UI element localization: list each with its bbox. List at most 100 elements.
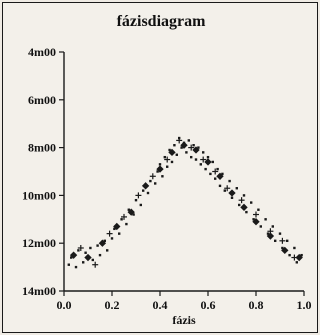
data-point	[113, 227, 116, 231]
data-point	[278, 232, 282, 235]
data-point	[252, 218, 255, 221]
data-point	[211, 160, 214, 164]
data-point	[197, 146, 200, 149]
data-point	[176, 137, 183, 144]
data-point	[286, 239, 289, 243]
data-point	[180, 141, 188, 149]
data-point	[274, 239, 277, 243]
x-tick-label: 1.0	[297, 298, 312, 312]
data-point	[121, 213, 127, 220]
data-point	[106, 249, 109, 252]
data-point	[228, 179, 231, 183]
data-point	[103, 239, 106, 243]
data-point	[142, 189, 145, 192]
data-point	[120, 218, 123, 221]
data-point	[166, 165, 169, 168]
data-point	[199, 163, 202, 166]
data-point	[295, 261, 298, 264]
data-point	[89, 246, 92, 250]
data-point	[295, 253, 303, 262]
data-point	[216, 167, 219, 171]
data-point	[240, 203, 248, 212]
data-point	[188, 144, 195, 151]
data-point	[224, 185, 231, 192]
data-point	[266, 232, 275, 240]
data-point	[125, 222, 128, 226]
data-point	[98, 239, 107, 247]
data-point	[235, 187, 238, 190]
data-point	[291, 254, 298, 261]
data-point	[238, 203, 241, 207]
data-point	[245, 210, 248, 214]
data-point	[223, 189, 226, 192]
y-tick-label: 8m00	[28, 141, 56, 155]
data-point	[164, 156, 171, 163]
data-point	[252, 218, 260, 226]
data-point	[190, 155, 193, 159]
data-point	[163, 155, 166, 159]
data-point	[77, 244, 84, 251]
data-point	[92, 261, 99, 268]
data-point	[300, 253, 303, 257]
data-point	[185, 151, 188, 154]
data-point	[259, 225, 262, 228]
data-point	[187, 139, 190, 142]
data-point	[161, 175, 164, 178]
chart-title: fázisdiagram	[116, 13, 206, 30]
data-point	[74, 265, 78, 269]
data-point	[134, 198, 138, 202]
data-point	[293, 246, 296, 250]
data-point	[67, 263, 70, 266]
data-point	[77, 249, 80, 252]
data-point	[257, 208, 260, 211]
data-point	[106, 230, 113, 237]
data-point	[96, 244, 99, 247]
data-point	[194, 158, 198, 161]
data-point	[264, 218, 267, 221]
data-point	[132, 213, 135, 216]
data-point	[230, 196, 234, 199]
data-point	[204, 167, 207, 171]
data-point	[173, 144, 176, 147]
data-point	[98, 253, 102, 257]
x-tick-label: 0.4	[153, 298, 168, 312]
data-point	[238, 197, 245, 204]
data-point	[69, 251, 78, 259]
data-point	[206, 155, 210, 159]
data-point	[279, 237, 286, 244]
data-point	[149, 179, 152, 183]
data-point	[216, 172, 224, 180]
x-tick-label: 0.8	[249, 298, 264, 312]
data-point	[281, 246, 284, 250]
data-point	[170, 160, 174, 164]
data-point	[202, 151, 205, 154]
data-point	[70, 256, 73, 259]
data-point	[110, 237, 114, 240]
data-point	[271, 225, 274, 228]
data-point	[200, 156, 207, 163]
y-tick-label: 14m00	[22, 284, 56, 298]
data-point	[127, 208, 130, 211]
y-tick-label: 4m00	[28, 45, 56, 59]
data-point	[84, 251, 87, 254]
data-point	[214, 177, 217, 180]
data-point	[156, 165, 164, 173]
data-point	[250, 201, 253, 204]
data-point	[242, 194, 246, 197]
data-point	[149, 173, 156, 180]
x-axis-label: fázis	[172, 313, 196, 327]
y-tick-label: 6m00	[28, 93, 56, 107]
data-point	[209, 172, 212, 176]
data-point	[156, 170, 159, 173]
data-point	[146, 191, 150, 195]
data-point	[168, 148, 171, 152]
y-tick-label: 12m00	[22, 236, 56, 250]
data-point	[135, 192, 142, 199]
data-point	[267, 228, 274, 235]
data-point	[118, 232, 121, 235]
data-point	[266, 232, 270, 235]
data-point	[228, 189, 236, 197]
data-point	[154, 182, 157, 185]
data-point	[91, 258, 94, 262]
